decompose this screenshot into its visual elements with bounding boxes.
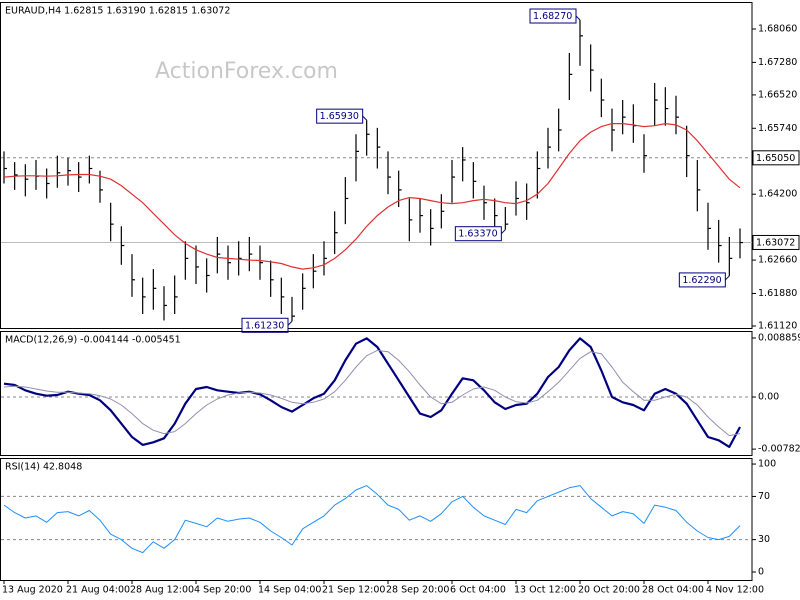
y-tick-label: 1.68060 [758,24,797,35]
x-tick-label: 28 Aug 12:00 [130,585,194,596]
panel-title: RSI(14) 42.8048 [5,462,82,473]
y-tick-label: 1.66520 [758,89,797,100]
panel-frame [0,331,753,456]
annotation-label: 1.68270 [533,11,572,22]
x-tick-label: 6 Oct 04:00 [450,585,506,596]
annotation-leader [724,275,730,281]
annotation-leader [362,115,368,121]
x-tick-label: 14 Sep 04:00 [258,585,321,596]
annotation-leader [575,15,581,21]
annotation-label: 1.63370 [458,229,497,240]
annotation-leader [500,229,506,235]
annotation-box [454,226,502,242]
x-tick-label: 20 Oct 20:00 [578,585,640,596]
x-tick-label: 28 Oct 04:00 [642,585,704,596]
annotation-box [678,272,726,288]
y-tick-label: 0.008859 [758,332,800,343]
level-box [752,150,800,166]
y-tick-label: 1.62660 [758,255,797,266]
annotation-leader [287,320,293,326]
y-tick-label: 1.67280 [758,57,797,68]
y-tick-label: 0 [758,567,764,578]
panel-frame [0,2,753,329]
y-tick-label: 1.61120 [758,320,797,331]
x-tick-label: 28 Sep 20:00 [386,585,449,596]
watermark: ActionForex.com [155,59,338,84]
indicator-line [3,485,741,554]
indicator-line [3,337,741,448]
y-tick-label: 1.64200 [758,189,797,200]
x-tick-label: 13 Oct 12:00 [514,585,576,596]
indicator-line [3,349,741,437]
level-label: 1.65050 [756,153,795,164]
y-tick-label: 1.65740 [758,123,797,134]
x-tick-label: 4 Nov 12:00 [706,585,764,596]
panel-title: EURAUD,H4 1.62815 1.63190 1.62815 1.6307… [5,6,230,17]
annotation-box [316,108,364,124]
level-label: 1.63072 [756,237,795,248]
x-tick-label: 21 Sep 12:00 [322,585,385,596]
annotation-label: 1.62290 [682,275,721,286]
panel-title: MACD(12,26,9) -0.004144 -0.005451 [5,335,181,346]
x-tick-label: 21 Aug 04:00 [66,585,130,596]
y-tick-label: 100 [758,459,776,470]
y-tick-label: 1.61880 [758,288,797,299]
y-tick-label: 30 [758,534,770,545]
annotation-label: 1.61230 [245,320,284,331]
annotation-box [529,8,577,24]
y-tick-label: 70 [758,491,770,502]
level-box [752,234,800,250]
moving-average [3,123,741,270]
panel-frame [0,458,753,581]
annotation-label: 1.65930 [320,111,359,122]
y-tick-label: -0.007826 [758,444,800,455]
x-tick-label: 4 Sep 20:00 [194,585,251,596]
x-tick-label: 13 Aug 2020 [2,585,63,596]
annotation-box [241,317,289,333]
y-tick-label: 0.00 [758,391,779,402]
